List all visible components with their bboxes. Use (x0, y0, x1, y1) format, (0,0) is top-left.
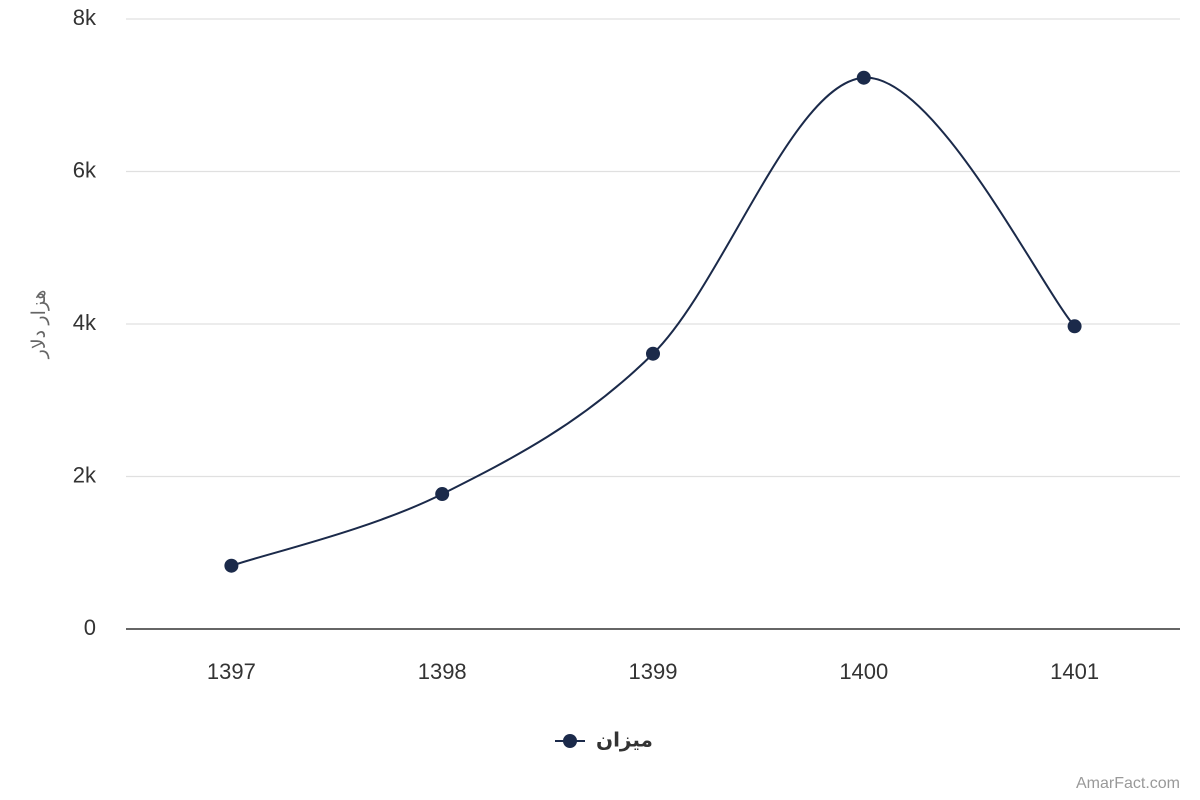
credit: AmarFact.com (1076, 775, 1180, 792)
y-tick-label: 8k (73, 5, 97, 30)
legend-label: میزان (596, 729, 653, 751)
x-tick-label: 1398 (418, 659, 467, 684)
y-axis-title: هزار دلار (29, 290, 50, 360)
y-tick-label: 2k (73, 462, 97, 487)
point (856, 70, 871, 85)
point (435, 487, 450, 502)
y-tick-label: 6k (73, 157, 97, 182)
x-tick-label: 1400 (839, 659, 888, 684)
point (646, 346, 660, 361)
legend-symbol (563, 734, 577, 748)
y-tick-label: 4k (73, 310, 97, 335)
x-tick-label: 1397 (207, 659, 256, 684)
x-tick-label: 1399 (629, 659, 678, 684)
series-line (231, 76, 1076, 567)
point (1067, 319, 1082, 334)
x-tick-label: 1401 (1050, 659, 1099, 684)
y-tick-label: 0 (84, 615, 96, 640)
point (224, 558, 239, 573)
